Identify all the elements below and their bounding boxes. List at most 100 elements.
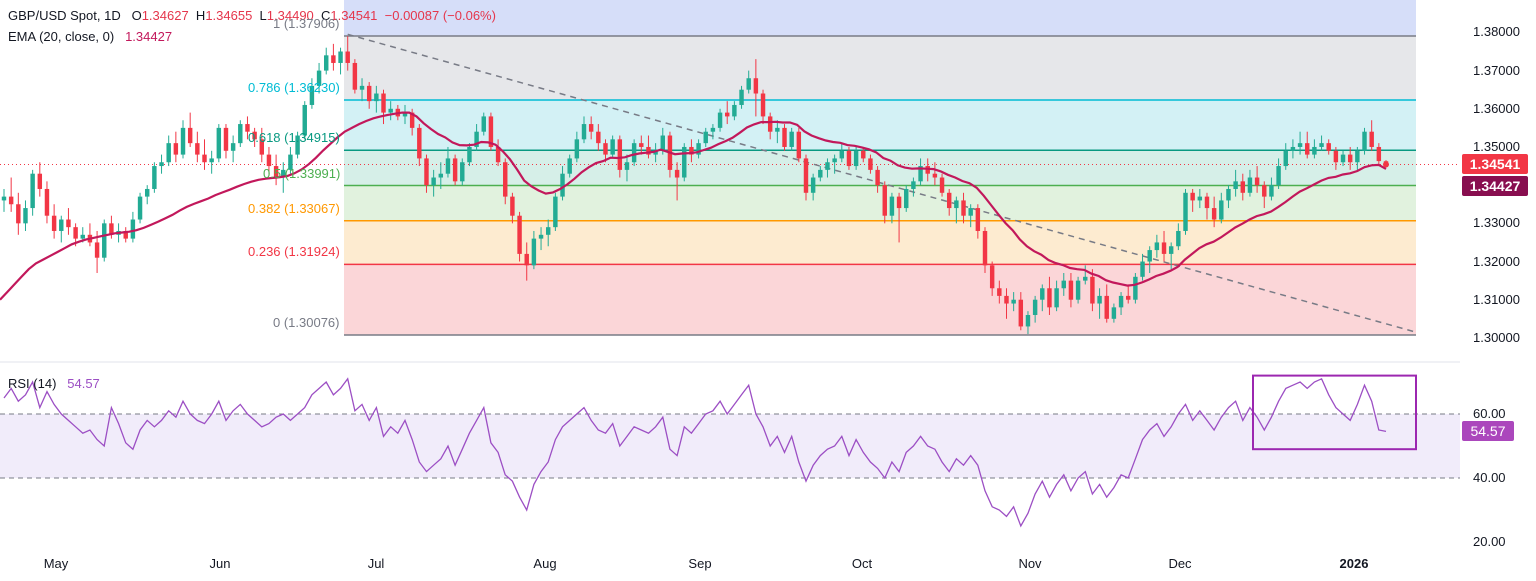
candle-body: [617, 139, 623, 170]
candle-body: [982, 230, 988, 266]
last-price-dot: [1383, 161, 1389, 168]
fib-label-0.382: 0.382 (1.33067): [248, 200, 340, 216]
candle-body: [918, 166, 923, 182]
fib-band-0.786: [344, 100, 1416, 151]
candle-body: [1, 196, 7, 201]
fib-label-0.236: 0.236 (1.31924): [248, 244, 340, 260]
candle-body: [1362, 131, 1367, 151]
candle-body: [896, 196, 902, 209]
candle-body: [1104, 295, 1109, 319]
candle-body: [366, 85, 372, 102]
candlesticks: [1, 36, 1389, 335]
candle-body: [553, 196, 558, 228]
candle-body: [109, 223, 114, 235]
month-label: 2026: [1339, 556, 1369, 571]
candle-body: [180, 127, 186, 155]
ema-legend: EMA (20, close, 0) 1.34427: [8, 29, 172, 44]
candle-body: [753, 78, 759, 94]
rsi-label: RSI (14): [8, 376, 57, 391]
candle-body: [710, 127, 716, 132]
candle-body: [760, 93, 766, 117]
rsi-legend: RSI (14) 54.57: [8, 376, 100, 391]
candle-body: [1340, 154, 1346, 163]
price-axis-tick: 1.30000: [1473, 329, 1520, 345]
candle-body: [1240, 181, 1246, 193]
month-label: May: [43, 556, 69, 571]
candle-body: [245, 124, 250, 132]
candle-body: [467, 146, 472, 163]
candle-body: [1154, 242, 1160, 251]
candle-body: [409, 112, 415, 128]
candle-body: [882, 185, 887, 216]
candle-body: [309, 85, 315, 105]
candle-body: [481, 116, 486, 132]
candle-body: [560, 173, 565, 197]
price-legend: GBP/USD Spot, 1D O1.34627 H1.34655 L1.34…: [8, 8, 496, 23]
candle-body: [445, 158, 451, 174]
rsi-axis-tick: 60.00: [1473, 406, 1506, 421]
candle-body: [961, 200, 966, 216]
candle-body: [739, 89, 744, 105]
candle-body: [1204, 196, 1210, 209]
high-value: 1.34655: [205, 8, 253, 23]
candle-body: [359, 85, 365, 90]
candle-body: [152, 166, 157, 189]
candle-body: [1018, 299, 1024, 327]
candle-body: [503, 162, 508, 197]
candle-body: [23, 208, 28, 224]
candle-body: [331, 55, 336, 63]
candle-body: [66, 219, 71, 228]
candle-body: [144, 188, 150, 197]
candle-body: [438, 173, 444, 178]
candle-body: [517, 215, 522, 254]
rsi-axis-tick: 20.00: [1473, 534, 1506, 549]
candle-body: [868, 158, 873, 170]
rsi-path: [3, 377, 1387, 528]
candle-body: [581, 124, 587, 140]
candle-body: [80, 234, 85, 239]
candle-body: [946, 192, 952, 209]
candle-body: [381, 93, 386, 113]
month-label: Nov: [1018, 556, 1042, 571]
candle-body: [1025, 314, 1031, 327]
fib-label-0: 0 (1.30076): [273, 315, 340, 330]
candle-body: [1312, 146, 1317, 155]
candle-body: [424, 158, 429, 186]
candle-body: [839, 150, 845, 159]
candle-body: [1247, 177, 1253, 193]
fib-label-1: 1 (1.37906): [273, 16, 340, 31]
candle-body: [510, 196, 515, 216]
candle-body: [1176, 230, 1181, 247]
candle-body: [1326, 143, 1331, 151]
candle-body: [1290, 146, 1296, 151]
candle-body: [875, 169, 880, 186]
candle-body: [202, 154, 207, 163]
candle-body: [195, 143, 200, 155]
candle-body: [460, 162, 465, 182]
candle-body: [495, 146, 501, 163]
candle-body: [345, 51, 350, 63]
candle-body: [1269, 185, 1274, 197]
candle-body: [1090, 276, 1095, 304]
candle-body: [166, 143, 171, 163]
candle-body: [1333, 150, 1339, 163]
candle-body: [1276, 166, 1281, 186]
rsi-value: 54.57: [67, 376, 100, 391]
candle-body: [818, 169, 823, 178]
month-label: Dec: [1168, 556, 1192, 571]
fib-band-1: [344, 36, 1416, 101]
candle-body: [1190, 192, 1195, 201]
candle-body: [266, 154, 272, 167]
candle-body: [1118, 295, 1124, 308]
candle-body: [1083, 276, 1088, 281]
candle-body: [1125, 295, 1131, 300]
price-axis-tick: 1.31000: [1473, 291, 1520, 307]
candle-body: [1305, 143, 1310, 155]
ema-line: [0, 111, 1387, 301]
candle-body: [975, 208, 981, 231]
candle-body: [861, 150, 866, 159]
candle-body: [767, 116, 773, 132]
close-label: C: [321, 8, 331, 23]
candle-body: [631, 143, 637, 163]
candle-body: [1054, 288, 1059, 308]
